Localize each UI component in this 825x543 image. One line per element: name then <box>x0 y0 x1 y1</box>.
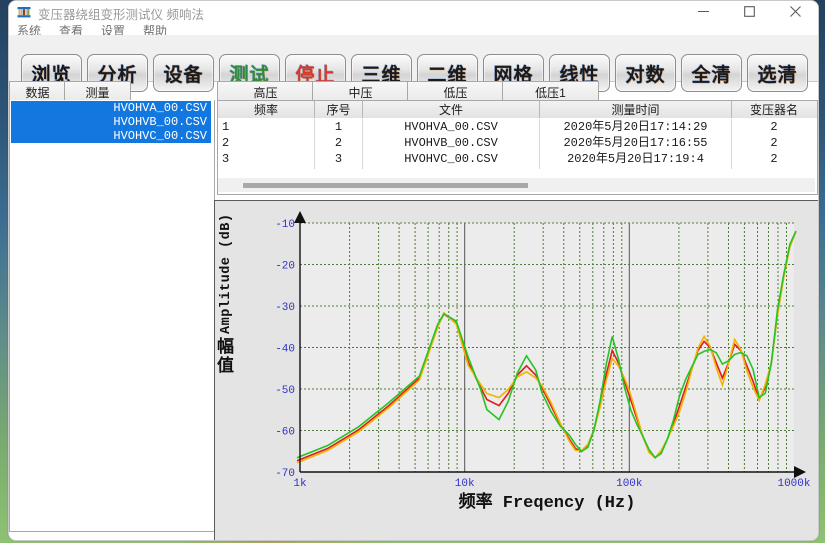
svg-text:1000k: 1000k <box>777 478 810 490</box>
svg-text:频率 Freqency (Hz): 频率 Freqency (Hz) <box>459 491 636 513</box>
svg-text:-50: -50 <box>275 385 295 397</box>
svg-text:100k: 100k <box>616 478 643 490</box>
svg-text:值: 值 <box>217 355 234 377</box>
svg-text:-70: -70 <box>275 468 295 480</box>
svg-text:-30: -30 <box>275 302 295 314</box>
svg-text:Amplitude (dB): Amplitude (dB) <box>219 214 234 334</box>
svg-text:-60: -60 <box>275 427 295 439</box>
svg-text:-20: -20 <box>275 261 295 273</box>
svg-text:-10: -10 <box>275 219 295 231</box>
svg-text:10k: 10k <box>455 478 475 490</box>
svg-text:1k: 1k <box>293 478 307 490</box>
svg-text:幅: 幅 <box>217 336 234 358</box>
svg-text:-40: -40 <box>275 344 295 356</box>
